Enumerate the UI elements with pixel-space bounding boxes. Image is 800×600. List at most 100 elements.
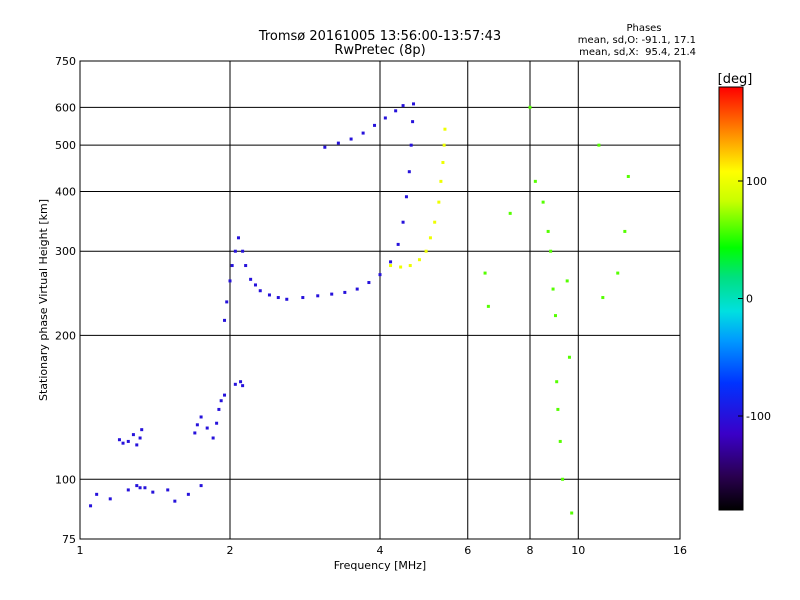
data-point (219, 399, 223, 403)
data-point (483, 271, 487, 275)
colorbar-tick-label: 0 (746, 293, 753, 306)
y-tick-label: 400 (55, 185, 76, 198)
data-point (442, 143, 446, 147)
data-point (343, 290, 347, 294)
data-point (411, 120, 415, 124)
y-tick-label: 200 (55, 329, 76, 342)
x-tick-label: 10 (571, 544, 585, 557)
data-point (173, 499, 177, 503)
stats-line-x: mean, sd,X: 95.4, 21.4 (579, 47, 696, 58)
data-point (399, 265, 403, 269)
data-point (361, 131, 365, 135)
data-point (336, 141, 340, 145)
data-point (301, 296, 305, 300)
x-tick-label: 16 (673, 544, 687, 557)
colorbar-ticks: 100 0 -100 (738, 175, 771, 423)
colorbar-tick-label: -100 (746, 410, 771, 423)
y-tick-label: 300 (55, 245, 76, 258)
data-point (135, 443, 139, 447)
data-point (441, 160, 445, 164)
data-point (143, 486, 147, 490)
data-point (244, 264, 248, 268)
data-point (558, 439, 562, 443)
data-point (553, 314, 557, 318)
chart-subtitle: RwPretec (8p) (334, 43, 425, 58)
data-point (551, 287, 555, 291)
data-point (239, 380, 243, 384)
data-point (401, 104, 405, 108)
data-point (349, 137, 353, 141)
chart-title: Tromsø 20161005 13:56:00-13:57:43 (258, 29, 501, 44)
data-point (126, 488, 130, 492)
data-point (541, 200, 545, 204)
data-point (528, 105, 532, 109)
x-tick-label: 8 (527, 544, 534, 557)
data-point (126, 439, 130, 443)
data-point (211, 436, 215, 440)
data-point (316, 294, 320, 298)
data-point (428, 236, 432, 240)
data-point (373, 123, 377, 127)
data-point (95, 492, 99, 496)
data-point (549, 249, 553, 253)
data-point (241, 249, 245, 253)
data-point (412, 102, 416, 106)
data-point (389, 260, 393, 264)
data-point (215, 421, 219, 425)
data-point (138, 486, 142, 490)
data-point (230, 264, 234, 268)
data-point (276, 296, 280, 300)
data-points (89, 102, 630, 515)
data-point (241, 384, 245, 388)
data-point (424, 249, 428, 253)
data-point (556, 407, 560, 411)
y-tick-label: 600 (55, 101, 76, 114)
data-point (367, 281, 371, 285)
data-point (223, 393, 227, 397)
data-point (486, 304, 490, 308)
data-point (193, 431, 197, 435)
data-point (567, 355, 571, 359)
data-point (616, 271, 620, 275)
stats-heading: Phases (626, 23, 661, 34)
data-point (121, 441, 125, 445)
data-point (217, 407, 221, 411)
data-point (597, 143, 601, 147)
data-point (199, 484, 203, 488)
colorbar-label: [deg] (718, 72, 753, 87)
data-point (355, 287, 359, 291)
data-point (195, 423, 199, 427)
data-point (546, 229, 550, 233)
data-point (233, 382, 237, 386)
x-axis-ticks: 1 2 4 6 8 10 16 (77, 544, 688, 557)
data-point (258, 289, 262, 293)
y-tick-label: 500 (55, 139, 76, 152)
data-point (407, 170, 411, 174)
x-tick-label: 2 (227, 544, 234, 557)
data-point (236, 236, 240, 240)
data-point (383, 116, 387, 120)
data-point (131, 433, 135, 437)
data-point (199, 415, 203, 419)
data-point (533, 179, 537, 183)
data-point (151, 490, 155, 494)
data-point (570, 511, 574, 515)
data-point (135, 484, 139, 488)
data-point (249, 277, 253, 281)
data-point (409, 143, 413, 147)
data-point (565, 279, 569, 283)
data-point (443, 127, 447, 131)
data-point (561, 477, 565, 481)
colorbar-tick-label: 100 (746, 175, 767, 188)
data-point (285, 297, 289, 301)
data-point (138, 436, 142, 440)
data-point (394, 109, 398, 113)
data-point (439, 179, 443, 183)
data-point (253, 283, 257, 287)
x-axis-label: Frequency [MHz] (334, 559, 426, 572)
data-point (205, 426, 209, 430)
x-tick-label: 1 (77, 544, 84, 557)
data-point (404, 195, 408, 199)
data-point (108, 497, 112, 501)
